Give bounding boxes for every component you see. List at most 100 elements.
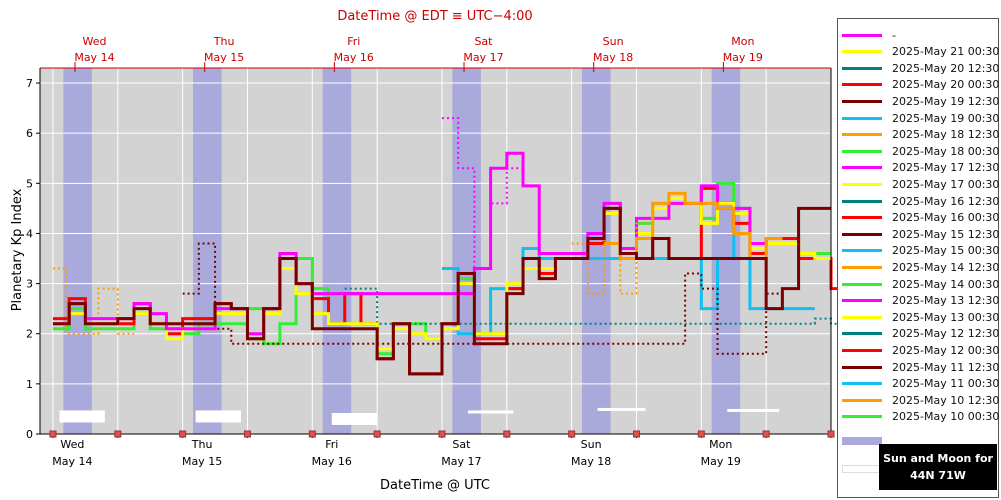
legend-swatch <box>842 66 882 70</box>
legend-label: 2025-May 10 00:30 <box>892 410 1000 424</box>
top-date-label: May 16 <box>334 51 374 64</box>
sun-moon-line2: 44N 71W <box>910 469 966 482</box>
series-line <box>441 117 524 270</box>
legend-item: 2025-May 12 12:30 <box>842 326 999 342</box>
legend-swatch <box>842 116 882 120</box>
legend-swatch <box>842 83 882 87</box>
legend-label: 2025-May 20 00:30 <box>892 78 1000 92</box>
top-date-label: May 19 <box>723 51 763 64</box>
marker-square <box>762 430 770 438</box>
top-date-label: May 15 <box>204 51 244 64</box>
top-day-label: Fri <box>347 35 360 48</box>
legend-label: 2025-May 14 12:30 <box>892 260 1000 274</box>
y-tick-label: 5 <box>26 177 33 190</box>
legend-swatch <box>842 398 882 402</box>
legend-swatch <box>842 33 882 37</box>
legend-swatch <box>842 315 882 319</box>
night-bands <box>63 68 741 434</box>
legend-item: 2025-May 13 00:30 <box>842 309 999 325</box>
y-tick-label: 4 <box>26 227 33 240</box>
legend-swatch <box>842 99 882 103</box>
legend-label: 2025-May 12 00:30 <box>892 343 1000 357</box>
legend-item: 2025-May 19 12:30 <box>842 93 999 109</box>
legend-item: 2025-May 19 00:30 <box>842 110 999 126</box>
legend-item: - <box>842 27 896 43</box>
legend-label: 2025-May 21 00:30 <box>892 45 1000 59</box>
legend-night-swatch <box>842 437 882 445</box>
marker-square <box>373 430 381 438</box>
legend-item: 2025-May 14 00:30 <box>842 276 999 292</box>
legend-swatch <box>842 232 882 236</box>
x-date-label: May 16 <box>312 455 352 468</box>
marker-square <box>438 430 446 438</box>
moon-bars <box>59 407 780 425</box>
legend-label: 2025-May 20 12:30 <box>892 61 1000 75</box>
night-band <box>193 68 222 434</box>
legend-swatch <box>842 166 882 170</box>
top-day-label: Sat <box>474 35 493 48</box>
marker-square <box>827 430 835 438</box>
x-day-label: Mon <box>709 438 732 451</box>
y-ticks: 0 1 2 3 4 5 6 7 <box>26 77 40 441</box>
x-date-label: May 15 <box>182 455 222 468</box>
marker-square <box>632 430 640 438</box>
legend-label: 2025-May 15 00:30 <box>892 244 1000 258</box>
series-lines <box>52 117 848 376</box>
legend-swatch <box>842 282 882 286</box>
legend-item: 2025-May 15 00:30 <box>842 243 999 259</box>
y-tick-label: 2 <box>26 328 33 341</box>
legend-item: 2025-May 21 00:30 <box>842 44 999 60</box>
night-band <box>711 68 741 434</box>
legend-label: 2025-May 12 12:30 <box>892 327 1000 341</box>
top-day-label: Wed <box>82 35 106 48</box>
legend-item: 2025-May 16 00:30 <box>842 210 999 226</box>
legend-item: 2025-May 10 00:30 <box>842 409 999 425</box>
legend-label: - <box>892 28 896 42</box>
legend-swatch <box>842 332 882 336</box>
legend-swatch <box>842 133 882 137</box>
marker-square <box>49 430 57 438</box>
moon-bar <box>467 410 514 414</box>
legend-swatch <box>842 265 882 269</box>
top-date-label: May 18 <box>593 51 633 64</box>
x-date-label: May 18 <box>571 455 611 468</box>
y-tick-label: 7 <box>26 77 33 90</box>
night-band <box>582 68 611 434</box>
legend-swatch <box>842 382 882 386</box>
x-day-label: Sat <box>452 438 471 451</box>
legend-item: 2025-May 16 12:30 <box>842 193 999 209</box>
top-day-label: Mon <box>731 35 754 48</box>
legend-label: 2025-May 13 12:30 <box>892 294 1000 308</box>
legend-item: 2025-May 11 12:30 <box>842 359 999 375</box>
series-line <box>344 287 848 325</box>
legend-item: 2025-May 14 12:30 <box>842 259 999 275</box>
marker-square <box>568 430 576 438</box>
grid-lines <box>40 68 831 434</box>
legend-swatch <box>842 50 882 54</box>
legend-item: 2025-May 17 12:30 <box>842 160 999 176</box>
marker-square <box>243 430 251 438</box>
legend-label: 2025-May 11 00:30 <box>892 377 1000 391</box>
legend-label: 2025-May 18 00:30 <box>892 144 1000 158</box>
legend-swatch <box>842 199 882 203</box>
legend-moon-swatch <box>842 465 884 473</box>
legend-item: 2025-May 15 12:30 <box>842 226 999 242</box>
moon-bar <box>59 410 105 423</box>
legend-swatch <box>842 182 882 186</box>
legend-swatch <box>842 249 882 253</box>
moon-bar <box>195 410 241 423</box>
top-date-label: May 17 <box>463 51 503 64</box>
sun-moon-line1: Sun and Moon for <box>883 452 993 465</box>
marker-square <box>503 430 511 438</box>
night-band <box>63 68 92 434</box>
y-tick-label: 0 <box>26 428 33 441</box>
night-band <box>452 68 481 434</box>
y-tick-label: 3 <box>26 278 33 291</box>
moon-bar <box>331 412 378 425</box>
legend-item: 2025-May 20 00:30 <box>842 77 999 93</box>
legend-item: 2025-May 18 00:30 <box>842 143 999 159</box>
x-day-label: Wed <box>60 438 84 451</box>
legend-item: 2025-May 13 12:30 <box>842 293 999 309</box>
x-date-label: May 14 <box>52 455 92 468</box>
chart-title: DateTime @ EDT ≡ UTC−4:00 <box>337 9 532 24</box>
